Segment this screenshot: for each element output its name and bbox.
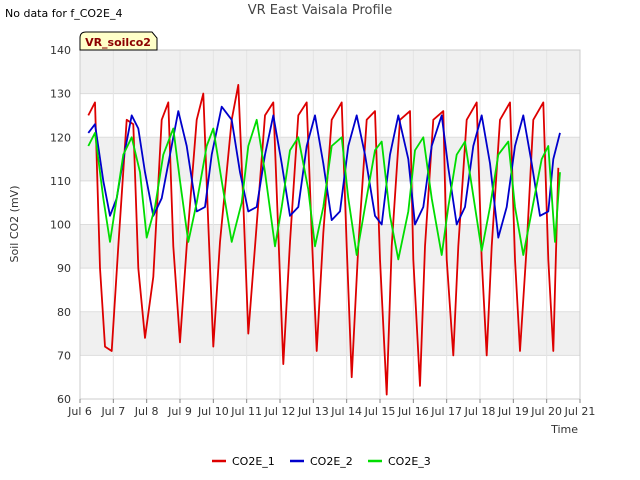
series-line-co2e-3 [87, 118, 561, 261]
y-tick-label: 100 [50, 219, 71, 232]
chart-title: VR East Vaisala Profile [247, 3, 393, 18]
x-tick-label: Jul 20 [530, 405, 562, 418]
series-line-co2e-1 [87, 84, 560, 396]
x-tick-label: Jul 13 [297, 405, 329, 418]
y-tick-label: 90 [57, 262, 71, 275]
legend-label-co2e-1: CO2E_1 [232, 455, 275, 468]
plot-frame [79, 49, 581, 400]
x-tick-label: Jul 9 [167, 405, 192, 418]
x-axis-label: Time [550, 423, 578, 436]
y-tick-label: 130 [50, 88, 71, 101]
plot-background [80, 50, 580, 356]
x-tick-label: Jul 6 [67, 405, 92, 418]
y-tick-label: 70 [57, 349, 71, 362]
y-axis-ticks: 60 70 80 90 100 110 120 130 140 [50, 44, 71, 406]
y-tick-label: 60 [57, 393, 71, 406]
x-tick-label: Jul 16 [397, 405, 429, 418]
y-tick-label: 110 [50, 175, 71, 188]
plot-band [80, 50, 580, 94]
x-tick-label: Jul 17 [430, 405, 462, 418]
x-tick-label: Jul 11 [230, 405, 262, 418]
x-tick-label: Jul 19 [497, 405, 529, 418]
legend: CO2E_1 CO2E_2 CO2E_3 [212, 455, 431, 468]
y-tick-label: 120 [50, 131, 71, 144]
y-tick-label: 140 [50, 44, 71, 57]
x-axis-ticks: Jul 6 Jul 7 Jul 8 Jul 9 Jul 10 Jul 11 Jul 12 Ju… [67, 399, 595, 418]
badge-box [79, 31, 158, 51]
x-tick-label: Jul 18 [464, 405, 496, 418]
plot-band [80, 224, 580, 269]
no-data-message: No data for f_CO2E_4 [5, 7, 123, 20]
legend-label-co2e-2: CO2E_2 [310, 455, 353, 468]
x-tick-label: Jul 21 [564, 405, 596, 418]
plot-band [80, 311, 580, 356]
series-lines [87, 84, 561, 396]
x-tick-label: Jul 7 [100, 405, 125, 418]
y-tick-label: 80 [57, 306, 71, 319]
legend-label-co2e-3: CO2E_3 [388, 455, 431, 468]
x-tick-label: Jul 15 [364, 405, 396, 418]
x-tick-label: Jul 12 [264, 405, 296, 418]
y-axis-label: Soil CO2 (mV) [8, 186, 21, 263]
badge-label: VR_soilco2 [85, 36, 151, 49]
x-tick-label: Jul 8 [134, 405, 159, 418]
x-tick-label: Jul 10 [197, 405, 229, 418]
series-line-co2e-2 [87, 105, 561, 239]
x-tick-label: Jul 14 [330, 405, 362, 418]
badge: VR_soilco2 [79, 31, 158, 51]
